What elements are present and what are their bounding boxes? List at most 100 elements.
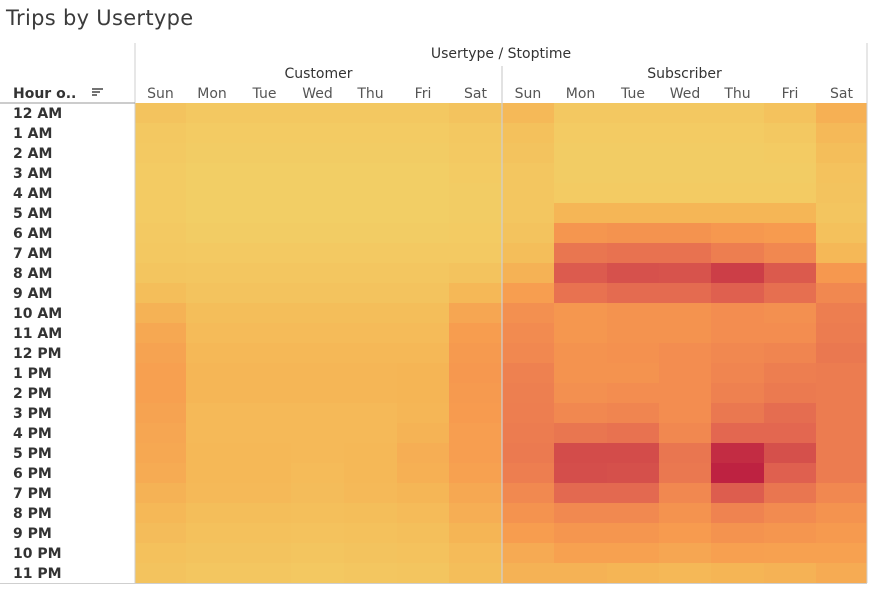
heatmap-cell[interactable] [135, 303, 186, 323]
heatmap-cell[interactable] [397, 303, 449, 323]
heatmap-cell[interactable] [816, 563, 867, 583]
heatmap-cell[interactable] [659, 543, 711, 563]
heatmap-cell[interactable] [449, 443, 502, 463]
heatmap-cell[interactable] [554, 443, 607, 463]
heatmap-cell[interactable] [397, 163, 449, 183]
heatmap-cell[interactable] [607, 403, 659, 423]
heatmap-cell[interactable] [764, 103, 816, 123]
heatmap-cell[interactable] [449, 103, 502, 123]
heatmap-cell[interactable] [135, 223, 186, 243]
heatmap-cell[interactable] [238, 203, 291, 223]
heatmap-cell[interactable] [344, 543, 397, 563]
heatmap-cell[interactable] [764, 323, 816, 343]
heatmap-cell[interactable] [291, 183, 344, 203]
heatmap-cell[interactable] [816, 123, 867, 143]
heatmap-cell[interactable] [816, 183, 867, 203]
heatmap-cell[interactable] [554, 543, 607, 563]
heatmap-cell[interactable] [291, 323, 344, 343]
heatmap-cell[interactable] [607, 283, 659, 303]
heatmap-cell[interactable] [816, 503, 867, 523]
heatmap-cell[interactable] [291, 423, 344, 443]
heatmap-cell[interactable] [816, 223, 867, 243]
heatmap-cell[interactable] [291, 123, 344, 143]
heatmap-cell[interactable] [186, 163, 238, 183]
heatmap-cell[interactable] [659, 343, 711, 363]
heatmap-cell[interactable] [344, 503, 397, 523]
heatmap-cell[interactable] [816, 303, 867, 323]
heatmap-cell[interactable] [659, 503, 711, 523]
heatmap-cell[interactable] [135, 543, 186, 563]
heatmap-cell[interactable] [711, 563, 764, 583]
heatmap-cell[interactable] [554, 303, 607, 323]
heatmap-cell[interactable] [344, 263, 397, 283]
heatmap-cell[interactable] [711, 363, 764, 383]
heatmap-cell[interactable] [711, 243, 764, 263]
heatmap-cell[interactable] [291, 363, 344, 383]
heatmap-cell[interactable] [764, 423, 816, 443]
heatmap-cell[interactable] [711, 263, 764, 283]
heatmap-cell[interactable] [764, 183, 816, 203]
heatmap-cell[interactable] [711, 143, 764, 163]
heatmap-cell[interactable] [397, 283, 449, 303]
heatmap-cell[interactable] [238, 423, 291, 443]
heatmap-cell[interactable] [502, 403, 554, 423]
heatmap-cell[interactable] [816, 163, 867, 183]
heatmap-cell[interactable] [711, 423, 764, 443]
heatmap-cell[interactable] [397, 183, 449, 203]
heatmap-cell[interactable] [186, 263, 238, 283]
heatmap-cell[interactable] [344, 203, 397, 223]
heatmap-cell[interactable] [502, 103, 554, 123]
heatmap-cell[interactable] [816, 263, 867, 283]
heatmap-cell[interactable] [397, 563, 449, 583]
heatmap-cell[interactable] [711, 183, 764, 203]
heatmap-cell[interactable] [502, 143, 554, 163]
heatmap-cell[interactable] [607, 503, 659, 523]
heatmap-cell[interactable] [711, 443, 764, 463]
heatmap-cell[interactable] [554, 163, 607, 183]
heatmap-cell[interactable] [238, 543, 291, 563]
heatmap-cell[interactable] [607, 563, 659, 583]
heatmap-cell[interactable] [711, 543, 764, 563]
heatmap-cell[interactable] [816, 403, 867, 423]
heatmap-cell[interactable] [291, 343, 344, 363]
heatmap-cell[interactable] [186, 483, 238, 503]
heatmap-cell[interactable] [344, 143, 397, 163]
heatmap-cell[interactable] [711, 163, 764, 183]
heatmap-cell[interactable] [816, 323, 867, 343]
heatmap-cell[interactable] [135, 503, 186, 523]
heatmap-cell[interactable] [397, 543, 449, 563]
heatmap-cell[interactable] [816, 363, 867, 383]
heatmap-cell[interactable] [607, 543, 659, 563]
heatmap-cell[interactable] [238, 263, 291, 283]
heatmap-cell[interactable] [135, 343, 186, 363]
heatmap-cell[interactable] [135, 463, 186, 483]
heatmap-cell[interactable] [397, 323, 449, 343]
heatmap-cell[interactable] [186, 403, 238, 423]
heatmap-cell[interactable] [238, 403, 291, 423]
heatmap-cell[interactable] [291, 243, 344, 263]
heatmap-cell[interactable] [449, 123, 502, 143]
heatmap-cell[interactable] [449, 463, 502, 483]
heatmap-cell[interactable] [186, 423, 238, 443]
heatmap-cell[interactable] [344, 383, 397, 403]
heatmap-cell[interactable] [291, 303, 344, 323]
heatmap-cell[interactable] [344, 243, 397, 263]
heatmap-cell[interactable] [607, 483, 659, 503]
heatmap-cell[interactable] [449, 283, 502, 303]
heatmap-cell[interactable] [502, 223, 554, 243]
heatmap-cell[interactable] [607, 463, 659, 483]
heatmap-cell[interactable] [344, 163, 397, 183]
heatmap-cell[interactable] [607, 143, 659, 163]
heatmap-cell[interactable] [659, 423, 711, 443]
heatmap-cell[interactable] [502, 303, 554, 323]
heatmap-cell[interactable] [764, 243, 816, 263]
heatmap-cell[interactable] [238, 343, 291, 363]
heatmap-cell[interactable] [764, 383, 816, 403]
heatmap-cell[interactable] [291, 263, 344, 283]
heatmap-cell[interactable] [554, 183, 607, 203]
heatmap-cell[interactable] [764, 563, 816, 583]
heatmap-cell[interactable] [291, 383, 344, 403]
heatmap-cell[interactable] [344, 183, 397, 203]
heatmap-cell[interactable] [554, 103, 607, 123]
heatmap-cell[interactable] [449, 383, 502, 403]
